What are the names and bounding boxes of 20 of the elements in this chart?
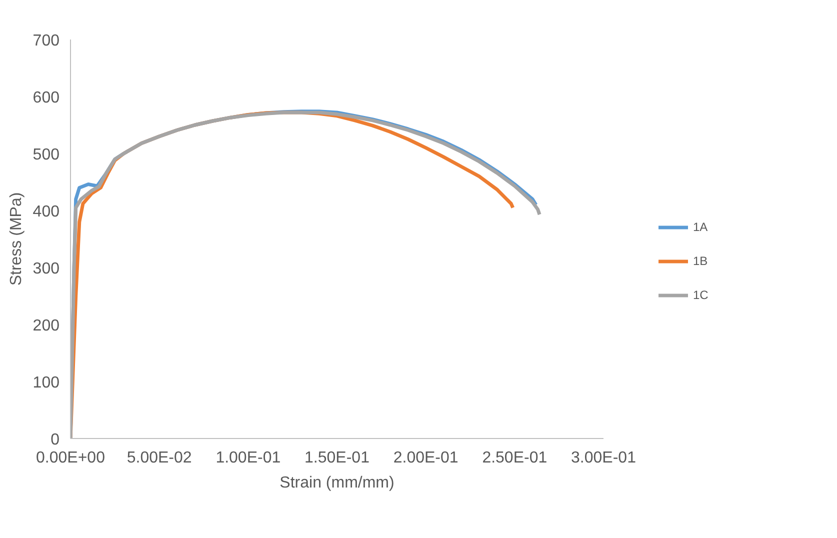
- x-tick-label: 1.50E-01: [304, 450, 370, 466]
- y-tick-label: 300: [32, 260, 60, 278]
- y-tick-label: 600: [32, 90, 60, 106]
- x-tick-label: 0.00E+00: [36, 450, 106, 466]
- legend-label: 1A: [693, 220, 709, 234]
- x-tick-label: 3.00E-01: [571, 450, 636, 466]
- legend-label: 1C: [693, 288, 710, 302]
- x-tick-label: 5.00E-02: [126, 450, 192, 466]
- y-tick-label: 700: [32, 32, 60, 50]
- y-axis-title: Stress (MPa): [8, 192, 25, 286]
- x-tick-label: 2.50E-01: [482, 450, 548, 466]
- legend-label: 1B: [693, 254, 709, 268]
- x-axis-title: Strain (mm/mm): [280, 474, 394, 492]
- y-tick-label: 100: [32, 374, 60, 392]
- y-tick-label: 200: [32, 318, 60, 334]
- x-tick-label: 1.00E-01: [216, 450, 281, 466]
- y-tick-label: 500: [32, 146, 60, 164]
- y-tick-label: 0: [50, 432, 60, 448]
- y-tick-label: 400: [32, 204, 60, 220]
- x-tick-label: 2.00E-01: [393, 450, 458, 466]
